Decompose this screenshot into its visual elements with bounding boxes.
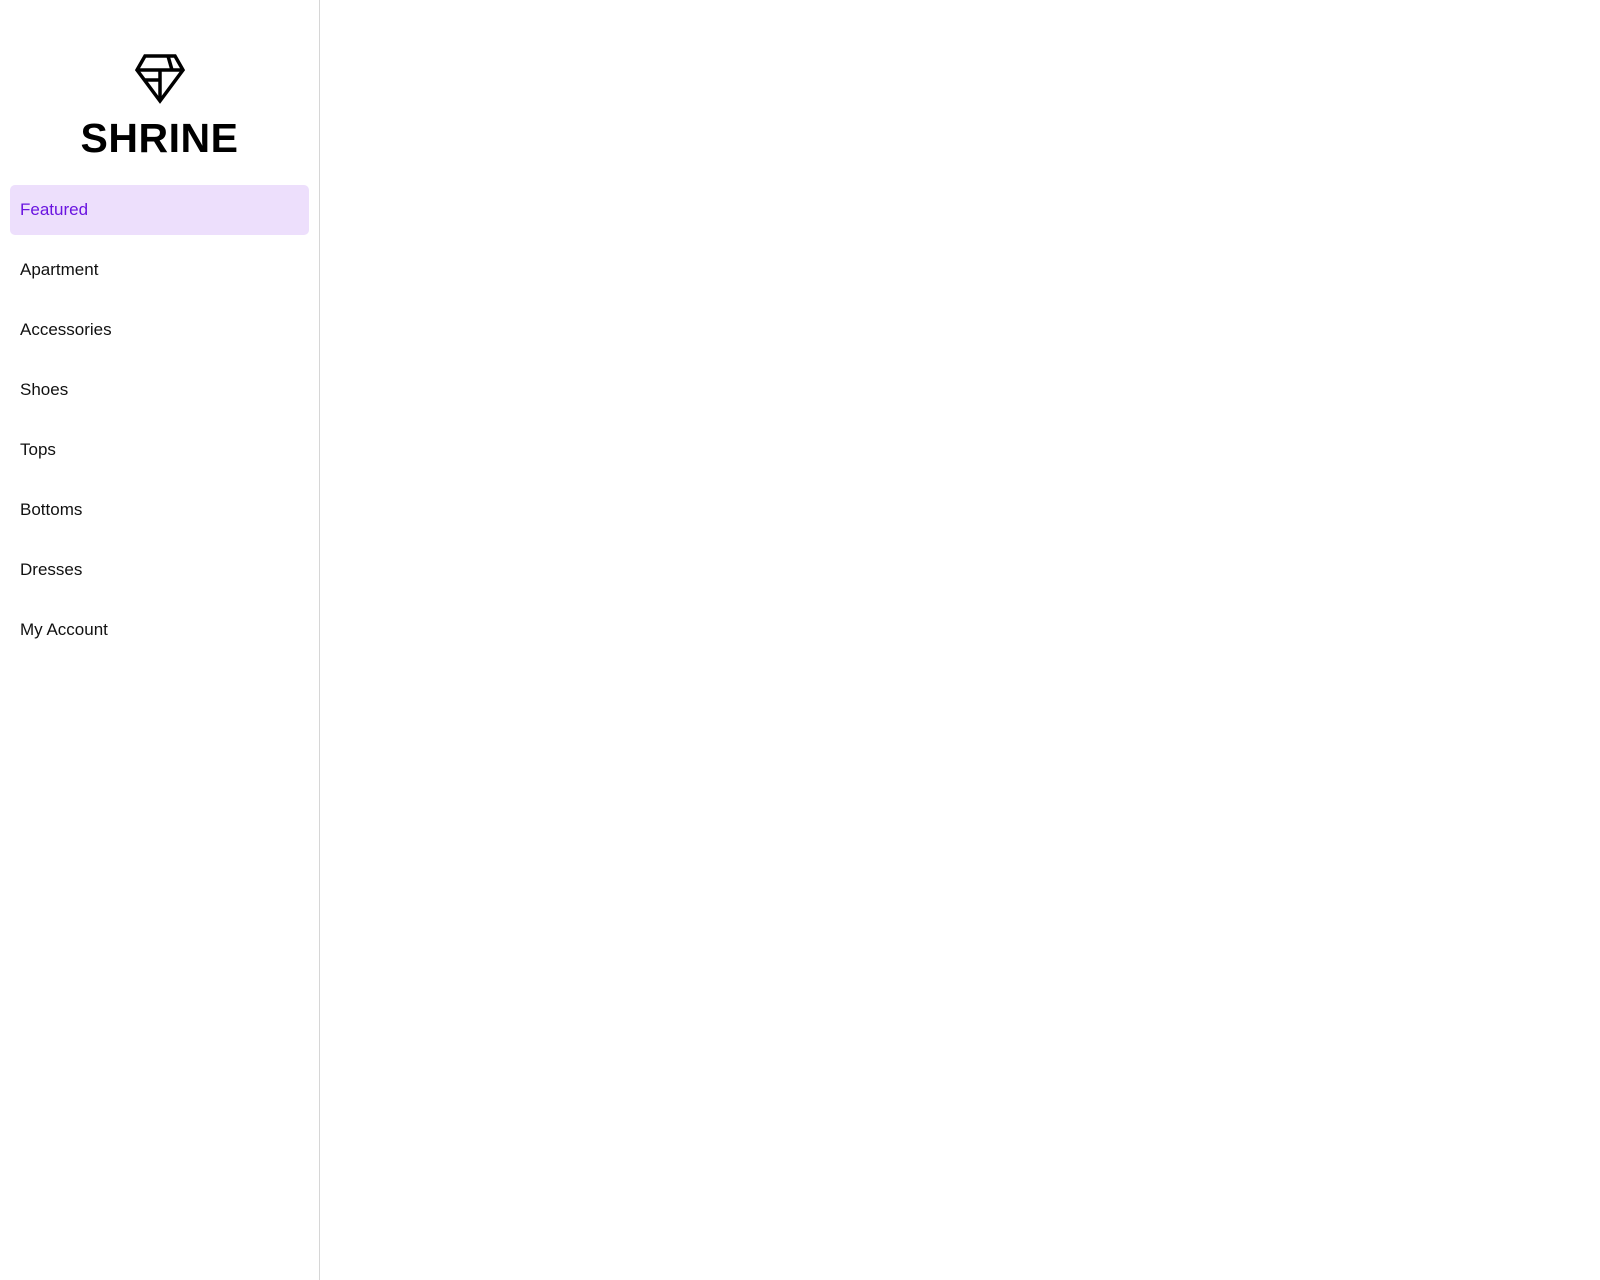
sidebar: SHRINE Featured Apartment Accessories Sh… [0, 0, 320, 1280]
nav-item-featured[interactable]: Featured [10, 185, 309, 235]
main-content [320, 0, 1600, 1280]
nav-item-bottoms[interactable]: Bottoms [20, 500, 83, 519]
nav-item-accessories[interactable]: Accessories [20, 320, 112, 339]
nav-item-my-account[interactable]: My Account [20, 620, 108, 639]
diamond-icon [134, 54, 185, 104]
nav-item-shoes[interactable]: Shoes [20, 380, 69, 399]
logo: SHRINE [0, 54, 319, 160]
nav-item-apartment[interactable]: Apartment [20, 260, 99, 279]
nav-item-dresses[interactable]: Dresses [20, 560, 83, 579]
nav-item-tops[interactable]: Tops [20, 440, 56, 459]
nav-menu: Featured Apartment Accessories Shoes Top… [10, 185, 309, 665]
brand-name: SHRINE [80, 115, 239, 161]
